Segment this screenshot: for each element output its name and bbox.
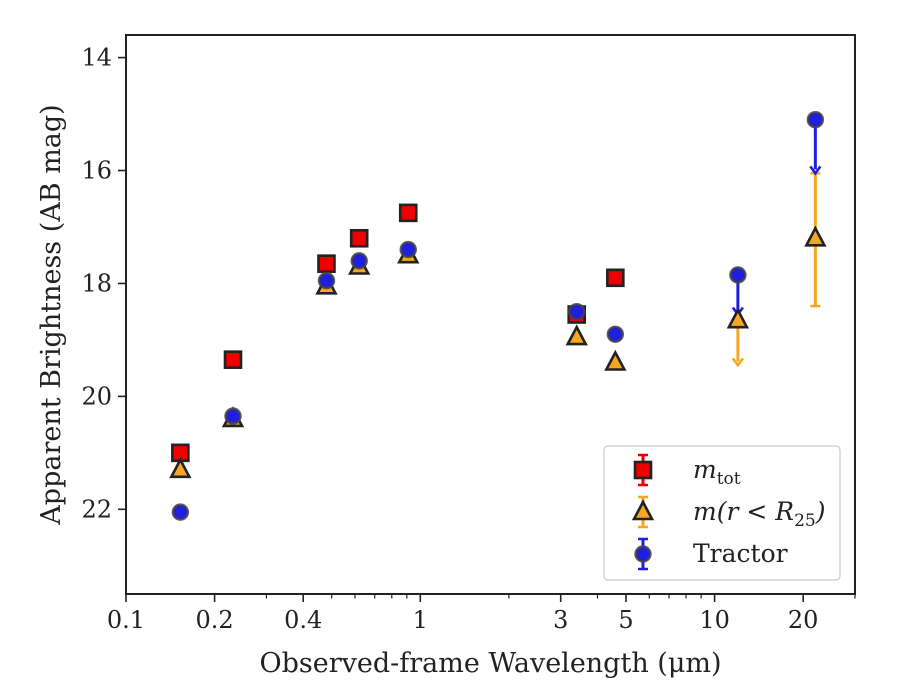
y-axis: 14 16 18 20 22 [81,44,126,523]
point-circle [224,407,242,425]
point-circle [634,545,652,563]
point-square [223,350,243,369]
point-square [398,203,418,223]
y-axis-label: Apparent Brightness (AB mag) [36,104,67,525]
x-tick-label: 3 [553,606,568,634]
x-axis: 0.1 0.2 0.4 1 3 5 10 20 [107,594,856,634]
point-square [606,268,625,288]
point-circle [568,302,586,321]
y-tick-label: 18 [81,269,112,297]
y-tick-label: 16 [81,157,112,185]
y-tick-label: 22 [81,495,112,523]
point-circle [171,503,190,521]
point-square [317,254,336,273]
point-square [633,460,653,480]
legend-label: Tractor [693,539,788,568]
point-circle [399,240,417,259]
x-tick-label: 0.2 [196,606,234,634]
point-square [349,228,369,248]
point-triangle [169,456,192,479]
point-circle [317,271,336,290]
point-triangle [804,225,827,247]
x-tick-label: 0.1 [107,606,145,634]
point-circle [729,266,747,284]
upper-limit-arrow [731,357,744,368]
x-axis-label: Observed-frame Wavelength (μm) [259,648,721,679]
legend-label: mtot [693,455,741,489]
legend-entry: m(r < R25) [631,495,825,531]
upper-limit-arrow [809,165,822,176]
legend-box [603,445,841,581]
y-tick-label: 14 [81,44,112,72]
point-triangle [631,499,655,521]
legend-entry: Tractor [634,537,788,571]
x-tick-label: 10 [699,606,730,634]
x-tick-label: 1 [413,606,428,634]
legend-label: m(r < R25) [693,497,825,531]
plot-frame [125,34,856,595]
y-tick-label: 20 [81,382,112,410]
plot-marks [169,110,827,521]
x-tick-label: 20 [788,606,819,634]
legend: mtot m(r < R25) Tractor [603,445,841,581]
x-tick-label: 0.4 [284,606,322,634]
point-circle [606,325,625,343]
point-triangle [726,307,750,329]
point-circle [806,110,825,129]
point-triangle [604,349,627,371]
point-circle [350,252,368,270]
x-tick-label: 5 [618,606,633,634]
point-triangle [565,324,588,346]
legend-entry: mtot [633,453,741,489]
